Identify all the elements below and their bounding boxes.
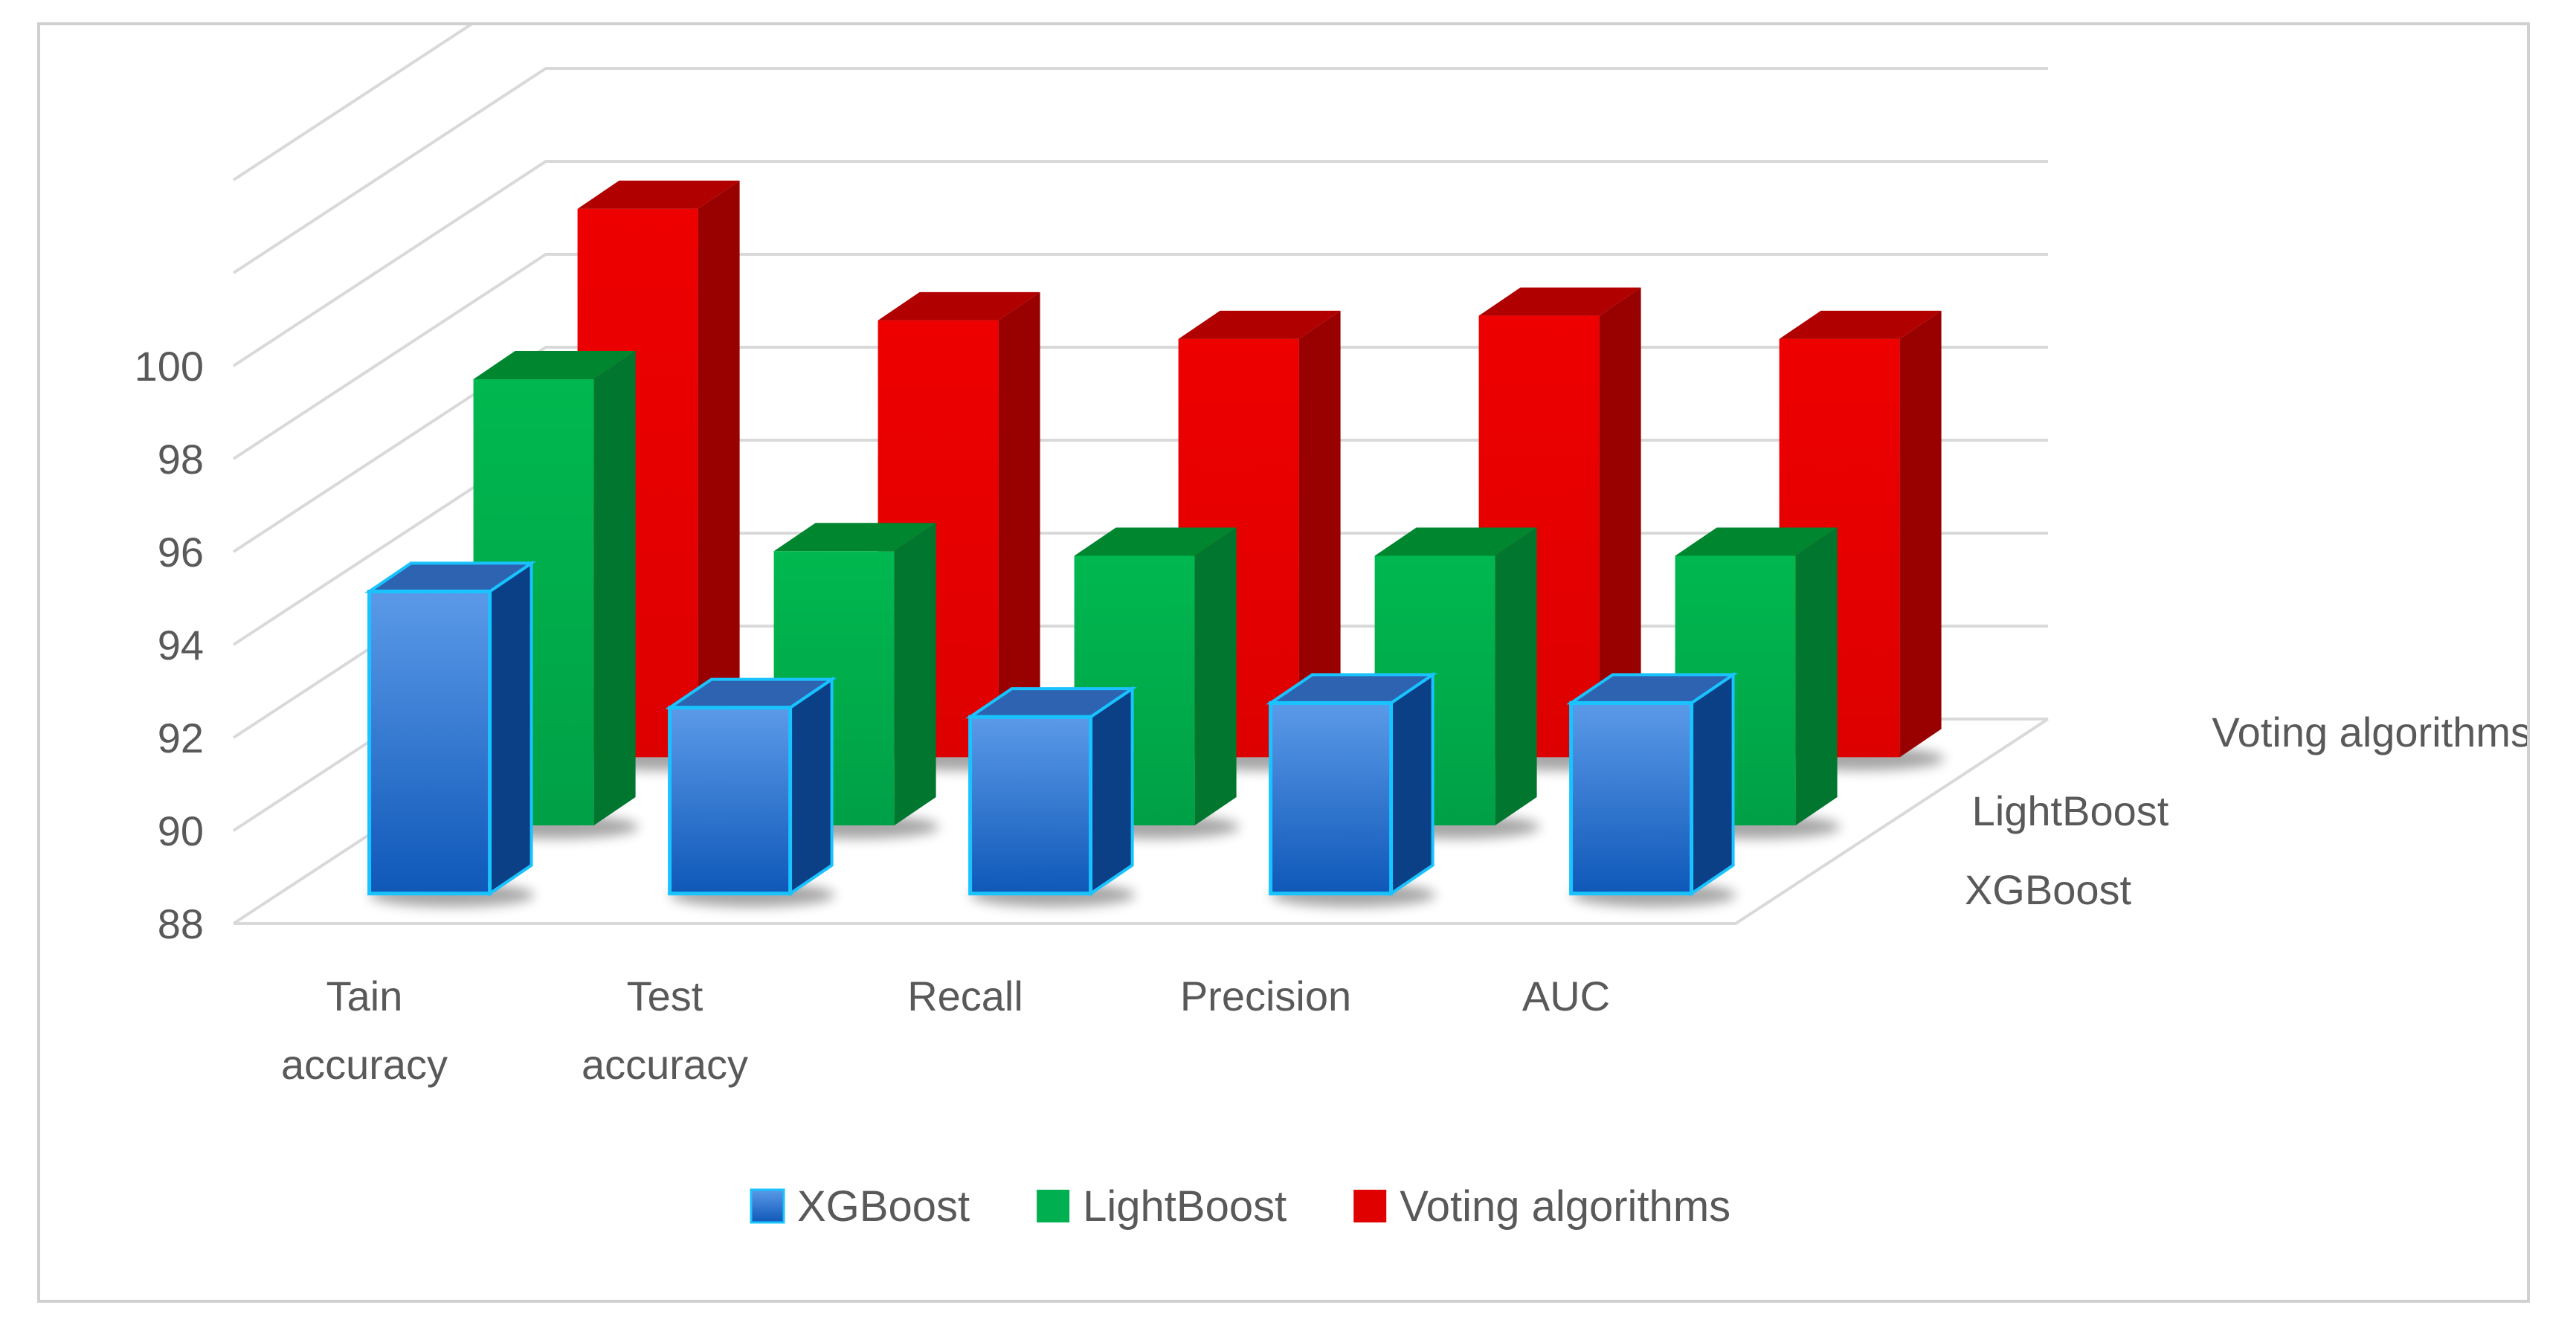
category-label-0: Tain accuracy xyxy=(281,973,448,1088)
gridline-98 xyxy=(232,253,2048,460)
legend-swatch xyxy=(1037,1190,1070,1222)
y-tick-label: 100 xyxy=(135,343,204,390)
bar-xgboost-4 xyxy=(1566,671,1739,907)
x-axis-categories: Tain accuracy Test accuracy Recall Precision A… xyxy=(281,973,1610,1088)
category-label-2: Recall xyxy=(907,973,1023,1019)
floor-edge xyxy=(234,718,2049,925)
y-tick-label: 98 xyxy=(158,436,204,483)
y-tick-label: 92 xyxy=(158,715,204,761)
legend-label: Voting algorithms xyxy=(1400,1182,1730,1231)
category-label-1: Test accuracy xyxy=(582,973,748,1088)
depth-axis-labels: XGBoost LightBoost Voting algorithms xyxy=(1965,709,2527,913)
bar-xgboost-3 xyxy=(1266,671,1438,907)
y-tick-label: 90 xyxy=(158,808,204,854)
chart-svg: 88 90 92 94 96 98 100 Tain accuracy Test accuracy… xyxy=(135,25,2527,1231)
y-tick-label: 96 xyxy=(158,529,204,576)
gridline-upper xyxy=(232,25,473,181)
gridline-upper xyxy=(232,67,2048,274)
legend: XGBoost LightBoost Voting algorithms xyxy=(750,1182,1730,1231)
y-axis-ticks: 88 90 92 94 96 98 100 xyxy=(135,343,204,947)
legend-swatch xyxy=(750,1188,785,1224)
depth-label-lightboost: LightBoost xyxy=(1972,787,2169,834)
bars-layer xyxy=(364,180,1945,907)
bar-xgboost-0 xyxy=(364,560,537,907)
y-tick-label: 94 xyxy=(158,622,204,668)
chart-frame: 88 90 92 94 96 98 100 Tain accuracy Test accuracy… xyxy=(37,22,2530,1303)
bar-xgboost-2 xyxy=(965,686,1138,907)
legend-item-voting-algorithms: Voting algorithms xyxy=(1353,1182,1730,1231)
depth-label-voting-algorithms: Voting algorithms xyxy=(2212,709,2527,755)
legend-label: XGBoost xyxy=(797,1182,970,1231)
legend-swatch xyxy=(1353,1190,1387,1222)
category-label-4: AUC xyxy=(1522,973,1610,1019)
legend-label: LightBoost xyxy=(1083,1182,1287,1231)
legend-item-xgboost: XGBoost xyxy=(750,1182,970,1231)
grid-layer xyxy=(232,25,2049,925)
legend-item-lightboost: LightBoost xyxy=(1037,1182,1287,1231)
y-tick-label: 88 xyxy=(158,900,204,947)
gridline-100 xyxy=(232,160,2048,367)
depth-label-xgboost: XGBoost xyxy=(1965,866,2132,913)
bar-xgboost-1 xyxy=(665,676,837,907)
category-label-3: Precision xyxy=(1180,973,1351,1019)
